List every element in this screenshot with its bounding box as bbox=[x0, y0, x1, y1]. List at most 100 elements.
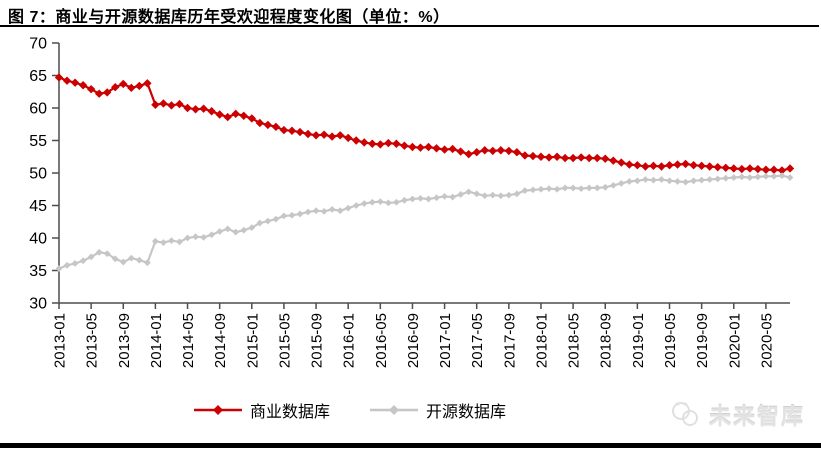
legend-swatch-opensource bbox=[370, 405, 418, 415]
x-tick-label: 2014-05 bbox=[180, 313, 197, 368]
data-point-marker bbox=[95, 248, 103, 256]
data-point-marker bbox=[504, 146, 514, 156]
data-point-marker bbox=[641, 162, 650, 171]
brand-watermark: 未来智库 bbox=[669, 399, 805, 431]
data-point-marker bbox=[256, 219, 264, 227]
data-point-marker bbox=[769, 165, 779, 174]
data-point-marker bbox=[231, 109, 240, 119]
x-tick-label: 2015-09 bbox=[309, 313, 326, 368]
data-point-marker bbox=[208, 231, 216, 239]
x-tick-label: 2017-05 bbox=[469, 313, 486, 368]
data-point-marker bbox=[617, 180, 625, 187]
data-point-marker bbox=[248, 224, 256, 231]
data-point-marker bbox=[682, 178, 689, 186]
data-point-marker bbox=[649, 161, 658, 171]
data-point-marker bbox=[449, 193, 457, 201]
y-tick-label: 60 bbox=[29, 101, 47, 118]
data-point-marker bbox=[63, 261, 71, 269]
data-point-marker bbox=[151, 237, 159, 245]
data-point-marker bbox=[304, 208, 312, 216]
y-tick-label: 55 bbox=[29, 133, 47, 150]
data-point-marker bbox=[127, 254, 135, 262]
data-point-marker bbox=[552, 152, 562, 161]
data-point-marker bbox=[327, 132, 337, 141]
legend-item-opensource[interactable]: 开源数据库 bbox=[370, 398, 506, 422]
data-point-marker bbox=[119, 258, 127, 266]
data-point-marker bbox=[722, 174, 730, 182]
opensource-series bbox=[55, 172, 794, 272]
data-point-marker bbox=[714, 175, 722, 183]
data-point-marker bbox=[70, 78, 80, 87]
data-point-marker bbox=[191, 105, 200, 114]
legend-item-commercial[interactable]: 商业数据库 bbox=[193, 398, 330, 422]
data-point-marker bbox=[224, 225, 232, 233]
data-point-marker bbox=[778, 172, 786, 179]
data-point-marker bbox=[255, 118, 265, 128]
data-point-marker bbox=[417, 194, 424, 202]
data-point-marker bbox=[54, 73, 64, 82]
legend-label-commercial: 商业数据库 bbox=[249, 404, 330, 421]
data-point-marker bbox=[730, 174, 738, 181]
data-point-marker bbox=[425, 195, 432, 203]
x-tick-label: 2016-09 bbox=[405, 313, 422, 368]
data-point-marker bbox=[216, 228, 224, 235]
y-tick-label: 50 bbox=[29, 166, 47, 183]
data-point-marker bbox=[263, 120, 273, 130]
data-point-marker bbox=[505, 191, 513, 199]
data-point-marker bbox=[160, 239, 167, 246]
data-point-marker bbox=[745, 164, 755, 173]
data-point-marker bbox=[520, 151, 530, 160]
brand-watermark-text: 未来智库 bbox=[708, 404, 805, 429]
data-point-marker bbox=[103, 250, 111, 257]
legend-swatch-commercial bbox=[193, 405, 242, 415]
data-point-marker bbox=[657, 162, 666, 171]
data-point-marker bbox=[87, 253, 95, 261]
data-point-marker bbox=[488, 146, 497, 156]
x-tick-label: 2019-09 bbox=[694, 313, 711, 368]
data-point-marker bbox=[167, 101, 176, 110]
data-point-marker bbox=[71, 259, 79, 267]
data-point-marker bbox=[119, 79, 128, 89]
data-point-marker bbox=[272, 215, 280, 223]
data-point-marker bbox=[633, 177, 641, 185]
data-point-marker bbox=[239, 111, 248, 120]
opensource-series-line bbox=[58, 174, 791, 270]
data-point-marker bbox=[111, 255, 119, 263]
data-point-marker bbox=[223, 112, 232, 122]
data-point-marker bbox=[344, 204, 352, 212]
data-point-marker bbox=[271, 122, 281, 132]
x-tick-label: 2014-09 bbox=[212, 313, 229, 368]
data-point-marker bbox=[288, 211, 296, 219]
data-point-marker bbox=[183, 103, 192, 113]
data-point-marker bbox=[754, 173, 762, 181]
data-point-marker bbox=[360, 138, 369, 147]
data-point-marker bbox=[215, 110, 224, 119]
data-point-marker bbox=[433, 194, 440, 202]
data-point-marker bbox=[159, 99, 168, 108]
data-point-marker bbox=[746, 174, 754, 181]
data-point-marker bbox=[432, 144, 441, 153]
data-point-marker bbox=[569, 184, 577, 192]
data-point-marker bbox=[416, 143, 425, 152]
data-point-marker bbox=[384, 199, 392, 207]
data-point-marker bbox=[94, 89, 104, 98]
data-point-marker bbox=[785, 164, 795, 173]
x-tick-label: 2015-01 bbox=[244, 313, 261, 368]
data-point-marker bbox=[584, 153, 594, 163]
data-point-marker bbox=[609, 156, 618, 165]
data-point-marker bbox=[303, 129, 313, 139]
data-point-marker bbox=[207, 107, 216, 116]
data-point-marker bbox=[489, 191, 497, 199]
data-point-marker bbox=[536, 152, 546, 161]
data-point-marker bbox=[761, 165, 771, 174]
data-point-marker bbox=[55, 265, 63, 272]
data-point-marker bbox=[553, 185, 561, 193]
data-point-marker bbox=[296, 210, 304, 218]
data-point-marker bbox=[368, 139, 377, 148]
data-point-marker bbox=[176, 238, 183, 246]
data-point-marker bbox=[102, 88, 112, 97]
x-tick-label: 2013-01 bbox=[52, 313, 69, 368]
data-point-marker bbox=[650, 176, 657, 184]
